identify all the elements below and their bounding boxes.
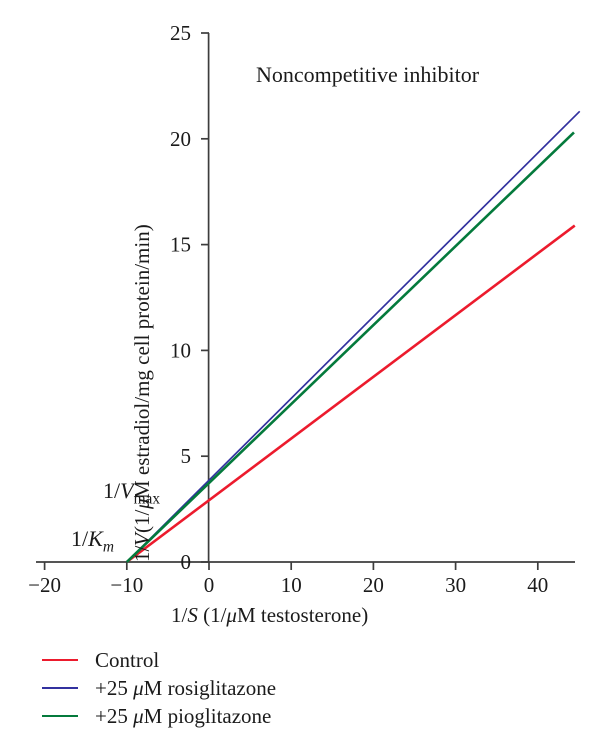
y-tick-label: 15 (170, 233, 191, 257)
x-tick-label: 0 (204, 573, 215, 597)
legend-item-rosiglitazone: +25 μM rosiglitazone (42, 674, 276, 702)
x-axis-label: 1/S (1/μM testosterone) (171, 603, 369, 627)
x-tick-label: 40 (527, 573, 548, 597)
y-tick-label: 5 (181, 444, 192, 468)
y-tick-label: 0 (181, 550, 192, 574)
series-line-rosiglitazone (126, 110, 581, 563)
legend-swatch-pioglitazone (42, 714, 78, 718)
legend-swatch-control (42, 658, 78, 662)
y-tick-label: 10 (170, 338, 191, 362)
legend-item-control: Control (42, 646, 276, 674)
legend-label-control: Control (95, 647, 160, 672)
series-line-pioglitazone (125, 131, 575, 563)
chart-legend: Control +25 μM rosiglitazone +25 μM piog… (42, 646, 276, 730)
legend-label-pioglitazone: +25 μM pioglitazone (95, 703, 272, 728)
legend-label-rosiglitazone: +25 μM rosiglitazone (95, 675, 277, 700)
legend-item-pioglitazone: +25 μM pioglitazone (42, 702, 276, 730)
x-tick-label: −20 (28, 573, 61, 597)
km-annotation: 1/Km (71, 526, 114, 556)
chart-title: Noncompetitive inhibitor (256, 62, 480, 87)
y-tick-label: 20 (170, 127, 191, 151)
x-tick-label: 20 (363, 573, 384, 597)
series-line-control (126, 224, 576, 564)
legend-swatch-rosiglitazone (42, 686, 78, 690)
y-tick-label: 25 (170, 21, 191, 45)
x-tick-label: −10 (110, 573, 143, 597)
x-tick-label: 10 (281, 573, 302, 597)
x-tick-label: 30 (445, 573, 466, 597)
vmax-annotation: 1/Vmax (103, 478, 161, 508)
